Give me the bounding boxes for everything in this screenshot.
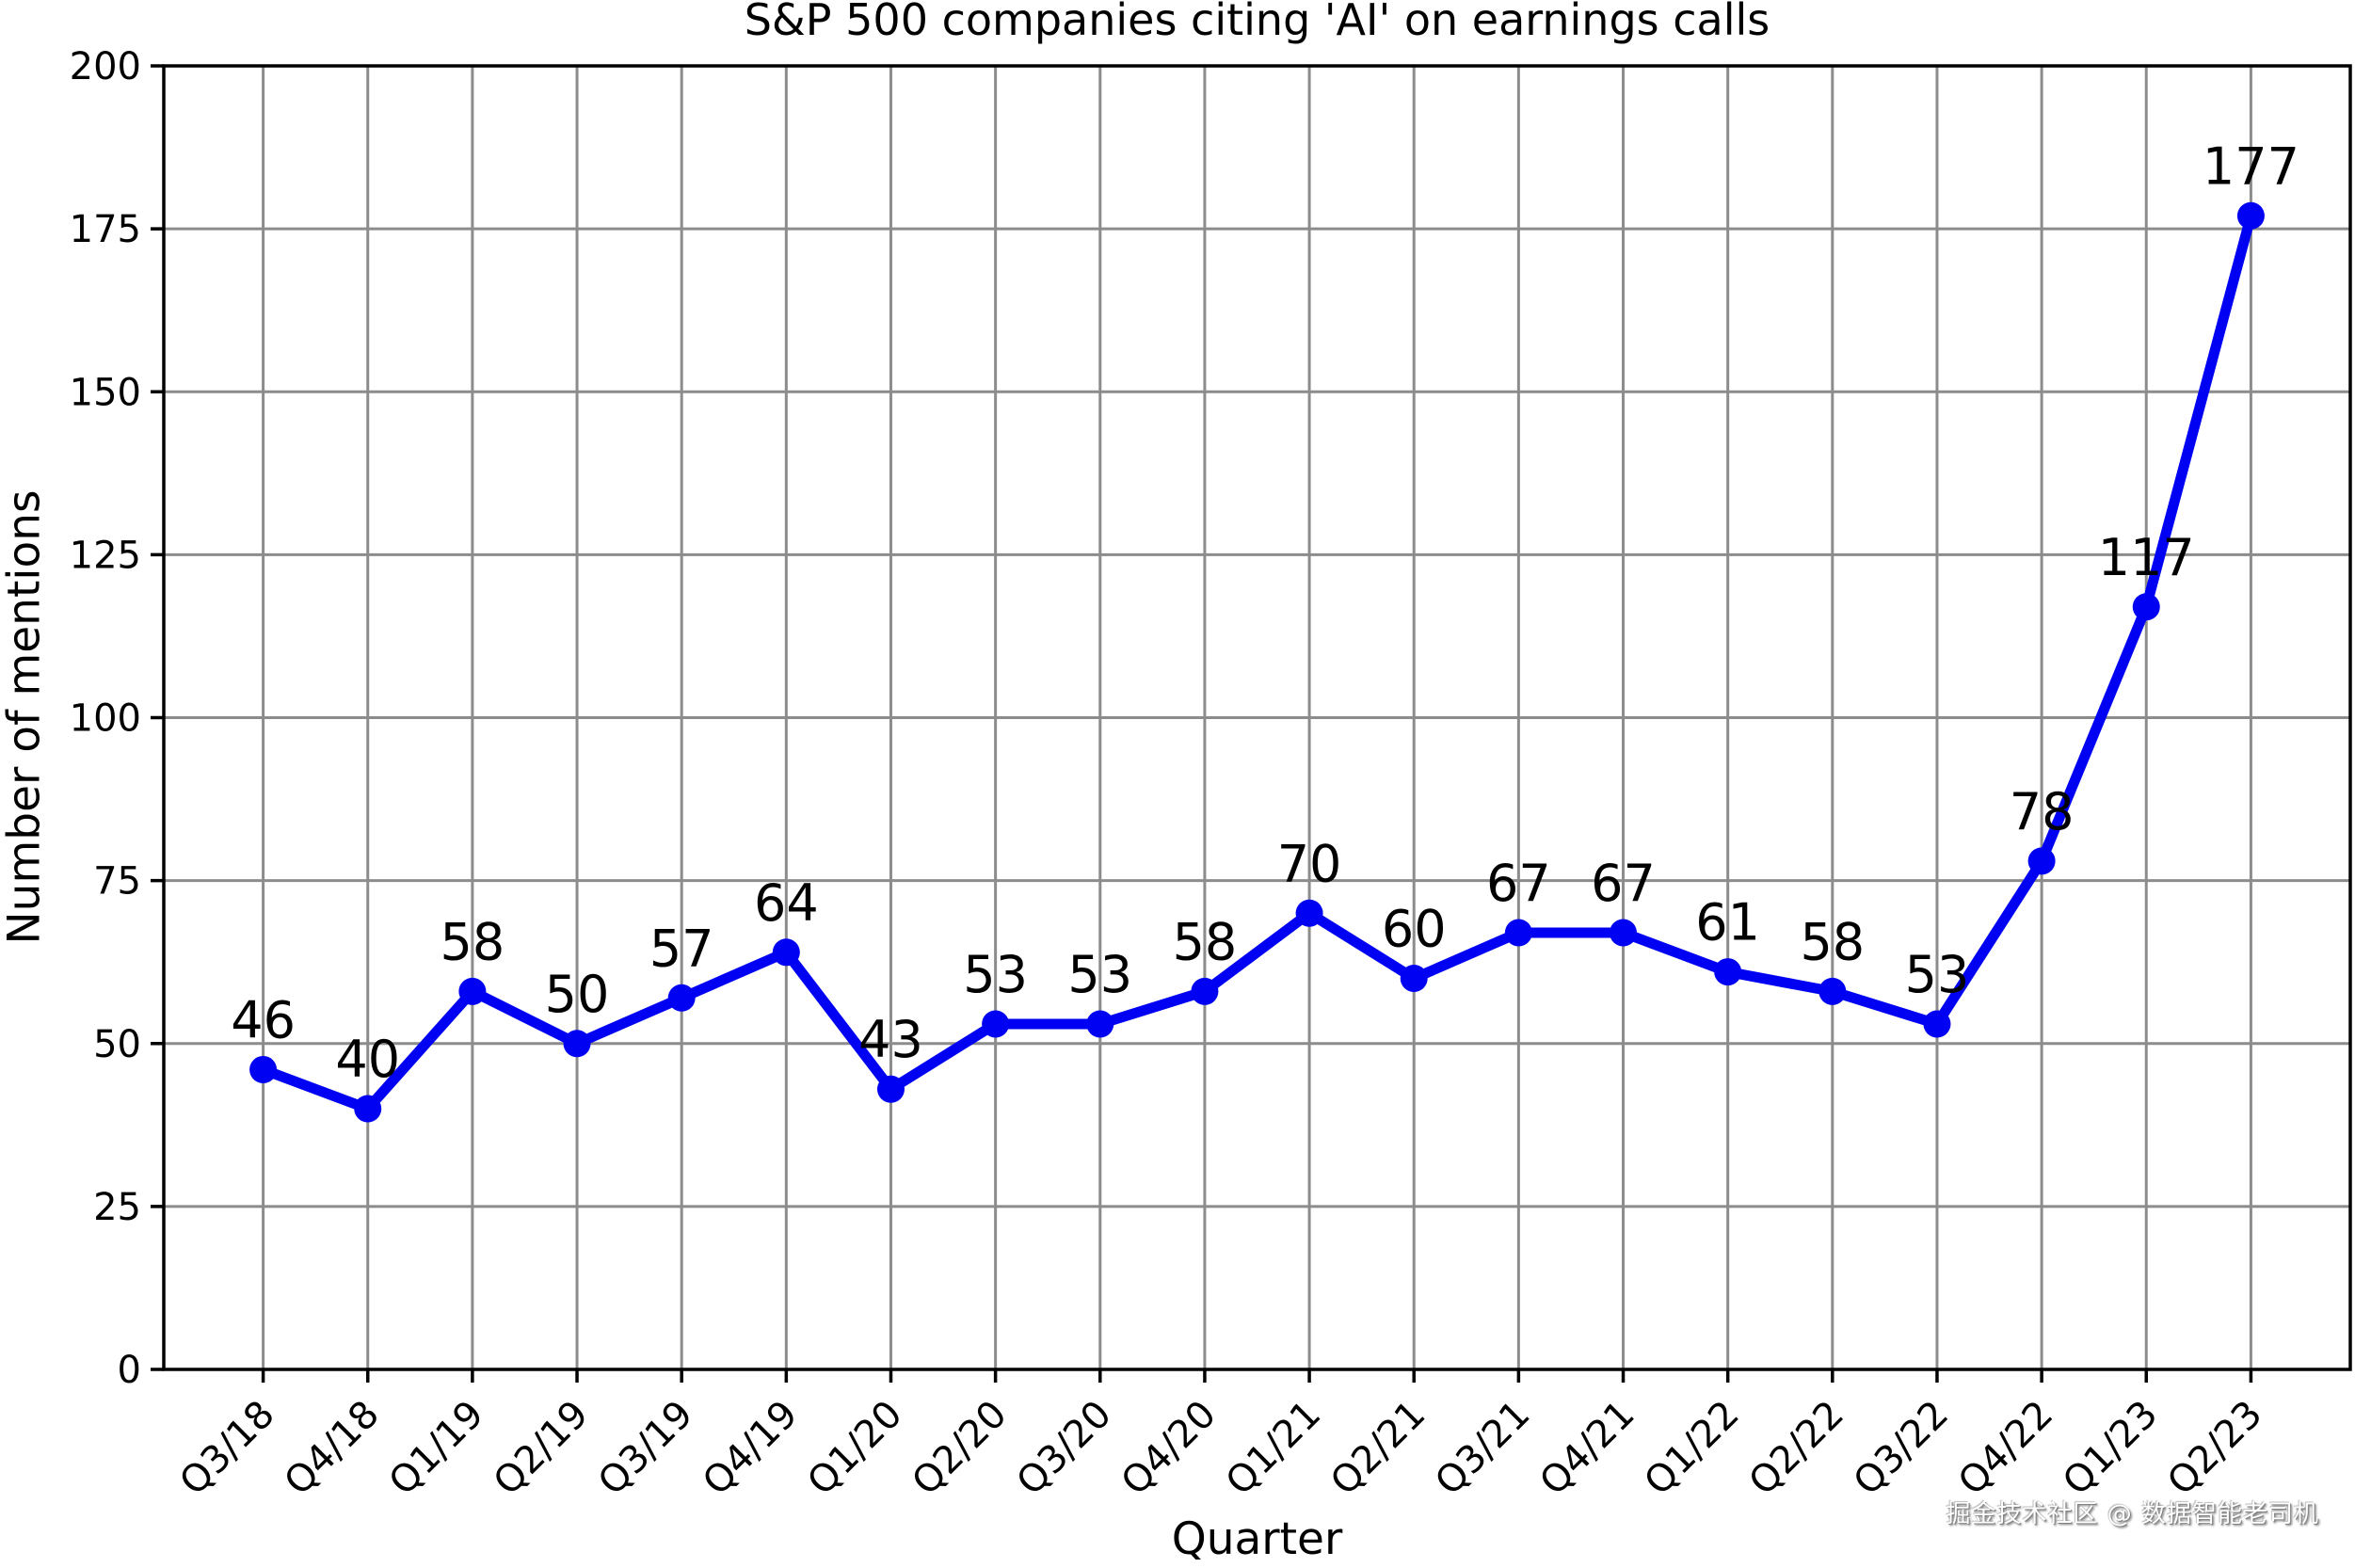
- data-point-label: 177: [2203, 136, 2299, 196]
- data-point: [772, 938, 800, 967]
- data-point: [2132, 593, 2160, 621]
- data-point: [667, 984, 696, 1012]
- data-point: [1923, 1010, 1951, 1038]
- x-tick-label: Q3/18: [171, 1393, 282, 1504]
- data-point-label: 53: [1067, 945, 1132, 1004]
- x-tick-label: Q3/22: [1846, 1393, 1957, 1504]
- x-tick-label: Q2/20: [904, 1393, 1015, 1504]
- data-point-label: 70: [1277, 834, 1342, 893]
- data-point: [1714, 958, 1742, 986]
- y-tick-label: 150: [70, 371, 141, 414]
- x-tick-label: Q4/18: [277, 1393, 388, 1504]
- x-tick-label: Q3/21: [1427, 1393, 1538, 1504]
- chart-title: S&P 500 companies citing 'AI' on earning…: [744, 0, 1770, 45]
- x-tick-label: Q4/19: [695, 1393, 806, 1504]
- x-tick-label: Q4/21: [1531, 1393, 1642, 1504]
- data-point-label: 53: [963, 945, 1028, 1004]
- data-point-label: 61: [1695, 893, 1760, 952]
- data-point-label: 53: [1905, 945, 1970, 1004]
- x-tick-label: Q4/22: [1950, 1393, 2061, 1504]
- data-point-label: 117: [2098, 528, 2195, 587]
- x-tick-label: Q1/22: [1636, 1393, 1747, 1504]
- data-point-label: 46: [231, 990, 296, 1049]
- data-point-label: 58: [1800, 912, 1865, 971]
- data-point-label: 58: [441, 912, 505, 971]
- data-point-label: 60: [1382, 900, 1447, 959]
- data-point-label: 40: [335, 1030, 400, 1089]
- data-point-label: 67: [1486, 854, 1551, 913]
- y-tick-label: 200: [70, 45, 141, 88]
- x-tick-label: Q2/21: [1322, 1393, 1434, 1504]
- y-tick-label: 50: [93, 1023, 141, 1066]
- x-tick-label: Q1/23: [2055, 1393, 2166, 1504]
- data-point: [1086, 1010, 1114, 1038]
- x-tick-label: Q2/22: [1741, 1393, 1852, 1504]
- data-point: [2027, 847, 2056, 875]
- x-tick-label: Q3/19: [590, 1393, 701, 1504]
- data-point-label: 58: [1173, 912, 1238, 971]
- y-tick-label: 175: [70, 208, 141, 251]
- data-line: [258, 210, 2256, 1114]
- x-axis-label: Quarter: [1171, 1513, 1343, 1565]
- data-point: [1295, 899, 1323, 927]
- data-point: [1818, 977, 1847, 1005]
- y-axis-label: Number of mentions: [0, 489, 51, 945]
- data-point: [458, 977, 487, 1005]
- data-point-label: 50: [545, 965, 610, 1024]
- data-point: [1400, 965, 1428, 992]
- data-point-label: 57: [649, 919, 714, 978]
- data-point: [563, 1030, 591, 1058]
- x-tick-label: Q1/19: [381, 1393, 492, 1504]
- data-point: [249, 1055, 278, 1083]
- y-tick-label: 100: [70, 697, 141, 741]
- y-tick-label: 75: [93, 860, 141, 904]
- watermark: 掘金技术社区 @ 数据智能老司机: [1946, 1500, 2319, 1528]
- data-point-label: 67: [1591, 854, 1656, 913]
- y-tick-label: 0: [118, 1349, 141, 1392]
- x-tick-label: Q2/23: [2159, 1393, 2270, 1504]
- x-tick-label: Q1/21: [1218, 1393, 1329, 1504]
- x-tick-label: Q4/20: [1113, 1393, 1225, 1504]
- plot-border: [162, 64, 2352, 1371]
- data-point-label: 78: [2010, 782, 2075, 841]
- x-tick-label: Q2/19: [486, 1393, 597, 1504]
- data-point: [982, 1010, 1010, 1038]
- data-point: [876, 1075, 905, 1103]
- y-tick-label: 125: [70, 534, 141, 577]
- data-point: [1191, 977, 1219, 1005]
- x-tick-label: Q3/20: [1009, 1393, 1120, 1504]
- data-point: [354, 1095, 382, 1123]
- data-point-label: 64: [754, 873, 819, 933]
- data-point: [2236, 201, 2265, 230]
- y-tick-label: 25: [93, 1186, 141, 1229]
- data-point: [1504, 919, 1532, 947]
- data-point: [1610, 919, 1638, 947]
- data-point-label: 43: [858, 1010, 923, 1069]
- x-tick-label: Q1/20: [799, 1393, 910, 1504]
